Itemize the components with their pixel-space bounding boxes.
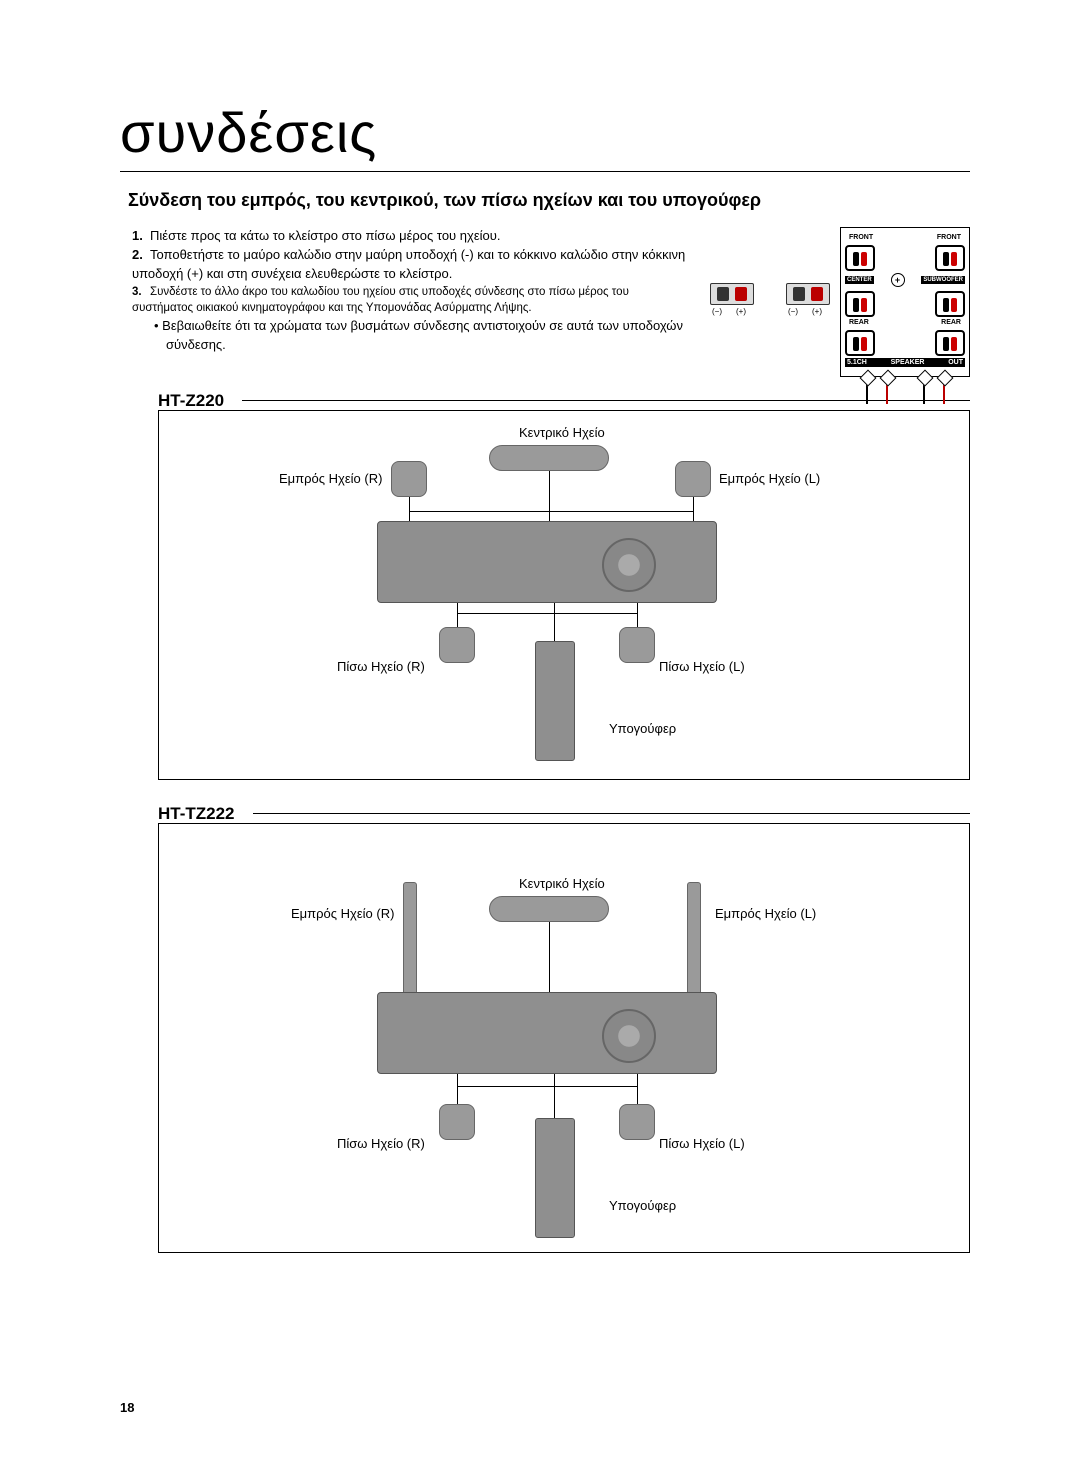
m1-front-l-label: Εμπρός Ηχείο (L) [719,471,820,486]
page-title: συνδέσεις [120,100,970,165]
panel-rear-r-label: REAR [941,319,961,326]
m2-sub-label: Υπογούφερ [609,1198,676,1213]
jack-front-r [935,245,965,271]
m1-wire [549,471,550,521]
instruction-3: 3.Συνδέστε το άλλο άκρο του καλωδίου του… [132,284,692,317]
instruction-1-text: Πιέστε προς τα κάτω το κλείστρο στο πίσω… [150,228,500,243]
m1-center-speaker [489,445,609,471]
instructions-block: 1.Πιέστε προς τα κάτω το κλείστρο στο πί… [132,227,692,355]
panel-center-label: CENTER [845,276,874,284]
rear-panel-diagram: FRONT FRONT CENTER + SUBWOOFER REAR REAR 5.1… [840,227,970,377]
panel-rear-l-label: REAR [849,319,869,326]
pos-label: (+) [736,307,746,316]
m2-wire [549,922,550,992]
instruction-3-text: Συνδέστε το άλλο άκρο του καλωδίου του η… [132,286,629,315]
m1-wire [457,613,637,614]
m2-main-unit [377,992,717,1074]
m2-subwoofer [535,1118,575,1238]
m1-main-unit [377,521,717,603]
instruction-2-text: Τοποθετήστε το μαύρο καλώδιο στην μαύρη … [132,247,685,281]
m2-rear-r-label: Πίσω Ηχείο (R) [337,1136,425,1151]
jack-sub [935,291,965,317]
m2-wire [457,1074,458,1104]
page-content: συνδέσεις Σύνδεση του εμπρός, του κεντρι… [120,100,970,1253]
panel-out: OUT [948,359,963,366]
instruction-bullet-text: Βεβαιωθείτε ότι τα χρώματα των βυσμάτων … [162,318,683,352]
m2-wire [457,1086,637,1087]
jack-rear-r [935,330,965,356]
m2-front-r-speaker [403,882,417,1002]
m1-wire [409,511,693,512]
m2-wire [637,1074,638,1104]
neg-label: (−) [712,307,722,316]
jack-rear-l [845,330,875,356]
panel-front-r-label: FRONT [937,234,961,241]
connector-red-icon [786,283,830,305]
title-rule [120,171,970,172]
panel-sub-label: SUBWOOFER [921,276,965,284]
m1-rear-r-speaker [439,627,475,663]
model2-header: HT-TZ222 [158,804,970,824]
m2-center-speaker [489,896,609,922]
m2-rear-r-speaker [439,1104,475,1140]
plus-icon: + [891,273,905,287]
m1-wire [457,603,458,627]
m1-front-r-label: Εμπρός Ηχείο (R) [279,471,382,486]
m2-front-l-label: Εμπρός Ηχείο (L) [715,906,816,921]
m2-rear-l-label: Πίσω Ηχείο (L) [659,1136,745,1151]
page-number: 18 [120,1400,134,1415]
instruction-bullet: • Βεβαιωθείτε ότι τα χρώματα των βυσμάτω… [166,317,692,355]
m2-front-l-speaker [687,882,701,1002]
m1-wire [637,603,638,627]
m1-center-label: Κεντρικό Ηχείο [519,425,605,440]
m2-rear-l-speaker [619,1104,655,1140]
m1-front-r-speaker [391,461,427,497]
model2-diagram: Κεντρικό Ηχείο Εμπρός Ηχείο (R) Εμπρός Η… [158,823,970,1253]
m1-rear-l-label: Πίσω Ηχείο (L) [659,659,745,674]
m1-wire [693,497,694,521]
model1-name: HT-Z220 [158,391,242,411]
pos-label-2: (+) [812,307,822,316]
m1-sub-label: Υπογούφερ [609,721,676,736]
model1-diagram: Κεντρικό Ηχείο Εμπρός Ηχείο (R) Εμπρός Η… [158,410,970,780]
model2-name: HT-TZ222 [158,804,253,824]
connector-black-icon [710,283,754,305]
m1-wire [409,497,410,521]
m2-front-r-label: Εμπρός Ηχείο (R) [291,906,394,921]
m1-rear-l-speaker [619,627,655,663]
panel-plug-wires [841,376,969,404]
m2-center-label: Κεντρικό Ηχείο [519,876,605,891]
panel-51ch: 5.1CH [847,359,867,366]
jack-front-l [845,245,875,271]
neg-label-2: (−) [788,307,798,316]
m2-wire [554,1074,555,1118]
section-subtitle: Σύνδεση του εμπρός, του κεντρικού, των π… [128,190,970,211]
instruction-1: 1.Πιέστε προς τα κάτω το κλείστρο στο πί… [132,227,692,246]
jack-center [845,291,875,317]
m1-front-l-speaker [675,461,711,497]
m1-wire [554,603,555,641]
model2-rule [253,813,970,814]
instruction-2: 2.Τοποθετήστε το μαύρο καλώδιο στην μαύρ… [132,246,692,284]
panel-speaker: SPEAKER [891,359,925,366]
m1-subwoofer [535,641,575,761]
panel-front-l-label: FRONT [849,234,873,241]
m1-rear-r-label: Πίσω Ηχείο (R) [337,659,425,674]
